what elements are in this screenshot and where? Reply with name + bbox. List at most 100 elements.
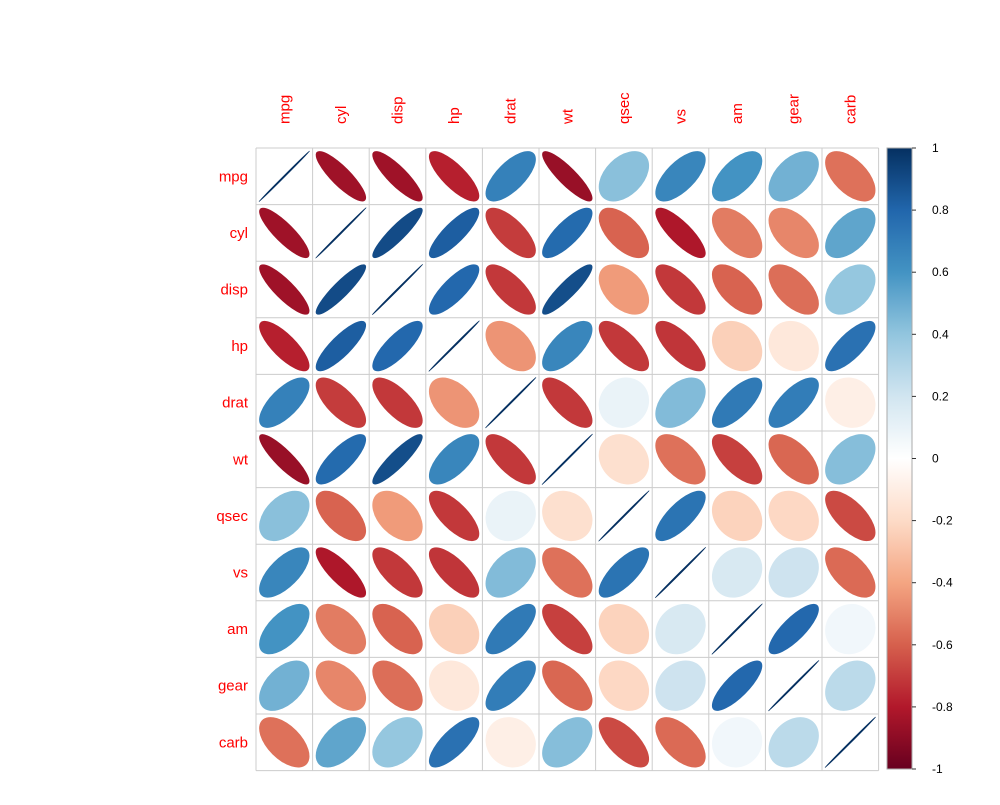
correlation-ellipse-am-cyl: [315, 603, 367, 655]
correlation-ellipse-hp-mpg: [259, 320, 310, 372]
correlation-ellipse-vs-hp: [428, 547, 480, 598]
correlation-ellipse-qsec-mpg: [259, 490, 310, 542]
correlation-ellipse-gear-hp: [428, 660, 480, 711]
correlation-ellipse-carb-mpg: [259, 717, 310, 768]
legend-tick-label: -0.2: [932, 514, 953, 528]
correlation-ellipse-hp-qsec: [598, 320, 650, 372]
correlation-ellipse-gear-disp: [372, 660, 423, 711]
correlation-ellipse-qsec-gear: [768, 490, 819, 542]
row-label-vs: vs: [233, 565, 248, 582]
row-label-disp: disp: [220, 282, 248, 299]
correlation-ellipse-cyl-disp: [372, 207, 423, 259]
column-label-qsec: qsec: [616, 92, 633, 124]
correlation-ellipse-hp-wt: [542, 320, 593, 372]
correlation-ellipse-cyl-hp: [428, 207, 480, 259]
correlation-ellipse-drat-wt: [542, 377, 593, 428]
correlation-ellipse-vs-qsec: [598, 547, 650, 598]
correlation-ellipse-drat-qsec: [598, 377, 650, 428]
correlation-ellipse-wt-cyl: [315, 434, 367, 485]
correlation-ellipse-carb-hp: [428, 717, 480, 768]
correlation-ellipse-am-disp: [372, 603, 423, 655]
legend-tick-label: -1: [932, 762, 943, 776]
correlation-ellipse-drat-mpg: [259, 377, 310, 428]
row-label-drat: drat: [222, 395, 249, 412]
column-label-gear: gear: [786, 94, 803, 124]
correlation-ellipse-drat-disp: [372, 377, 423, 428]
correlation-ellipse-vs-disp: [372, 547, 423, 598]
correlation-ellipse-hp-am: [711, 320, 763, 372]
correlation-ellipse-hp-carb: [825, 320, 876, 372]
legend-tick-label: -0.8: [932, 700, 953, 714]
correlation-ellipse-drat-carb: [825, 377, 876, 428]
correlation-ellipse-qsec-drat: [485, 490, 536, 542]
correlation-ellipse-qsec-am: [711, 490, 763, 542]
column-label-vs: vs: [673, 109, 690, 124]
correlation-ellipse-gear-wt: [542, 660, 593, 711]
correlation-ellipse-drat-hp: [428, 377, 480, 428]
correlation-ellipse-disp-wt: [542, 264, 593, 315]
correlation-ellipse-gear-vs: [655, 660, 706, 711]
correlation-ellipse-gear-carb: [825, 660, 876, 711]
correlation-ellipse-qsec-hp: [428, 490, 480, 542]
column-label-carb: carb: [842, 95, 859, 124]
correlation-ellipse-vs-mpg: [259, 547, 310, 598]
correlation-ellipse-drat-gear: [768, 377, 819, 428]
correlation-ellipse-vs-cyl: [315, 547, 367, 598]
correlation-ellipse-carb-wt: [542, 717, 593, 768]
correlation-ellipse-mpg-disp: [372, 151, 423, 202]
row-label-qsec: qsec: [216, 508, 248, 525]
correlation-ellipse-drat-am: [711, 377, 763, 428]
correlation-ellipse-vs-vs: [654, 546, 707, 599]
correlation-ellipse-disp-gear: [768, 264, 819, 315]
correlation-ellipse-cyl-vs: [655, 207, 706, 259]
legend-tick-label: -0.4: [932, 576, 953, 590]
correlation-ellipse-am-qsec: [598, 603, 650, 655]
correlation-ellipse-qsec-qsec: [598, 490, 650, 542]
column-label-wt: wt: [559, 108, 576, 125]
column-label-am: am: [729, 103, 746, 124]
correlation-ellipse-qsec-carb: [825, 490, 876, 542]
correlation-ellipse-carb-vs: [655, 717, 706, 768]
row-label-hp: hp: [231, 338, 248, 355]
correlation-ellipse-wt-drat: [485, 434, 536, 485]
correlation-ellipse-disp-cyl: [315, 264, 367, 315]
correlation-ellipse-wt-hp: [428, 434, 480, 485]
correlation-ellipse-cyl-am: [711, 207, 763, 259]
correlation-ellipse-am-drat: [485, 603, 536, 655]
correlation-ellipse-qsec-wt: [542, 490, 593, 542]
correlation-ellipse-carb-am: [711, 717, 763, 768]
correlation-ellipse-vs-am: [711, 547, 763, 598]
correlation-ellipse-mpg-gear: [768, 151, 819, 202]
correlation-ellipse-wt-qsec: [598, 434, 650, 485]
correlation-ellipse-hp-drat: [485, 320, 536, 372]
correlation-ellipse-mpg-mpg: [258, 150, 310, 202]
row-label-am: am: [227, 621, 248, 638]
correlation-ellipse-am-carb: [825, 603, 876, 655]
correlation-ellipse-am-gear: [768, 603, 819, 655]
correlation-ellipse-am-wt: [542, 603, 593, 655]
correlation-ellipse-carb-cyl: [315, 717, 367, 768]
row-label-cyl: cyl: [230, 225, 248, 242]
column-label-hp: hp: [446, 107, 463, 124]
correlation-ellipse-mpg-hp: [428, 151, 480, 202]
correlation-ellipse-wt-mpg: [259, 434, 310, 485]
row-label-gear: gear: [218, 678, 248, 695]
correlation-ellipse-cyl-mpg: [259, 207, 310, 259]
correlation-ellipse-hp-cyl: [315, 320, 367, 372]
correlation-ellipse-disp-drat: [485, 264, 536, 315]
correlation-ellipse-vs-wt: [542, 547, 593, 598]
correlation-ellipse-qsec-cyl: [315, 490, 367, 542]
correlation-ellipse-disp-carb: [825, 264, 876, 315]
correlation-ellipse-carb-carb: [824, 716, 876, 768]
correlation-ellipse-disp-qsec: [598, 264, 650, 315]
column-label-drat: drat: [503, 97, 520, 124]
row-label-carb: carb: [219, 734, 248, 751]
correlation-ellipse-mpg-am: [711, 151, 763, 202]
row-label-wt: wt: [232, 451, 249, 468]
correlation-ellipse-drat-cyl: [315, 377, 367, 428]
correlation-ellipse-am-mpg: [259, 603, 310, 655]
correlation-ellipse-disp-am: [711, 264, 763, 315]
correlation-ellipse-vs-carb: [825, 547, 876, 598]
correlation-ellipse-gear-cyl: [315, 660, 367, 711]
correlation-ellipse-wt-vs: [655, 434, 706, 485]
